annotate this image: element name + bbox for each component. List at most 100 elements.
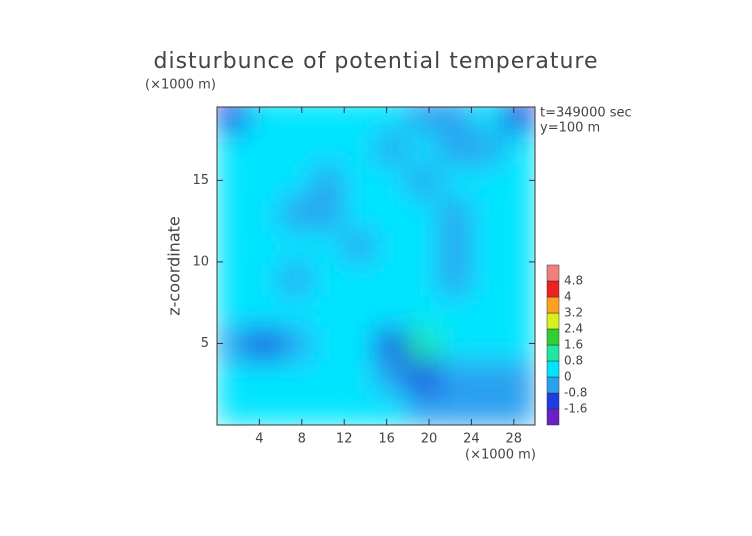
field-cell xyxy=(311,107,346,133)
plot-frame xyxy=(216,106,536,426)
colorbar-swatch xyxy=(546,328,560,346)
field-cell xyxy=(217,260,250,296)
colorbar-swatch xyxy=(546,312,560,330)
field-cell xyxy=(343,228,377,263)
field-cell xyxy=(406,163,441,198)
field-cell xyxy=(311,130,346,166)
field-cell xyxy=(438,391,473,425)
field-cell xyxy=(247,391,282,425)
field-cell xyxy=(406,130,441,166)
field-cell xyxy=(438,195,473,231)
y-tick-label: 5 xyxy=(201,336,209,351)
colorbar-swatch xyxy=(546,280,560,298)
colorbar-swatch xyxy=(546,344,560,362)
chart-title: disturbunce of potential temperature xyxy=(154,49,599,74)
field-cell xyxy=(502,391,535,425)
field-cell xyxy=(375,391,409,425)
colorbar-swatch xyxy=(546,360,560,378)
field-cell xyxy=(247,163,282,198)
field-cell xyxy=(343,163,377,198)
field-cell xyxy=(438,326,473,361)
field-cell xyxy=(311,228,346,263)
colorbar-swatch xyxy=(546,264,560,282)
field-cell xyxy=(470,195,505,231)
field-cell xyxy=(470,358,505,394)
colorbar-swatch xyxy=(546,376,560,394)
x-tick-label: 24 xyxy=(463,432,480,447)
field-cell xyxy=(247,228,282,263)
field-cell xyxy=(217,107,250,133)
field-cell xyxy=(279,130,314,166)
colorbar-label: 3.2 xyxy=(564,306,583,320)
field-cell xyxy=(502,130,535,166)
field-cell xyxy=(438,228,473,263)
colorbar: -1.6 -0.8 0 0.8 1.6 2.4 3.2 4 4.8 xyxy=(546,264,587,426)
field-cell xyxy=(247,130,282,166)
field-cell xyxy=(311,195,346,231)
field-cell xyxy=(311,391,346,425)
x-tick-label: 8 xyxy=(298,432,306,447)
field-cell xyxy=(217,293,250,329)
x-tick-label: 16 xyxy=(378,432,395,447)
field-cell xyxy=(502,195,535,231)
field-cell xyxy=(438,358,473,394)
colorbar-swatch xyxy=(546,392,560,410)
field-cell xyxy=(470,130,505,166)
field-cell xyxy=(279,326,314,361)
field-cell xyxy=(279,391,314,425)
field-cell xyxy=(470,293,505,329)
field-cell xyxy=(343,358,377,394)
field-cell xyxy=(406,358,441,394)
x-tick-label: 20 xyxy=(421,432,438,447)
field-cell xyxy=(217,228,250,263)
field-cell xyxy=(375,260,409,296)
field-cell xyxy=(438,107,473,133)
field-cell xyxy=(502,107,535,133)
field-cell xyxy=(279,260,314,296)
colorbar-label: 2.4 xyxy=(564,322,583,336)
field-cell xyxy=(470,326,505,361)
field-cell xyxy=(438,163,473,198)
x-tick-label: 12 xyxy=(336,432,353,447)
field-cell xyxy=(438,130,473,166)
x-tick-label: 4 xyxy=(255,432,263,447)
field-cell xyxy=(406,293,441,329)
field-cell xyxy=(470,107,505,133)
x-unit: (×1000 m) xyxy=(465,448,536,463)
annotation: t=349000 sec xyxy=(540,106,632,121)
field-cell xyxy=(343,260,377,296)
field-cell xyxy=(217,358,250,394)
field-cell xyxy=(406,260,441,296)
field-cell xyxy=(470,228,505,263)
colorbar-label: 0.8 xyxy=(564,354,583,368)
field-cell xyxy=(279,358,314,394)
field-cell xyxy=(279,228,314,263)
field-cell xyxy=(343,195,377,231)
colorbar-label: 0 xyxy=(564,370,572,384)
field-cell xyxy=(470,163,505,198)
field-cell xyxy=(502,260,535,296)
y-tick-label: 10 xyxy=(192,254,209,269)
field-cell xyxy=(375,228,409,263)
colorbar-label: 4.8 xyxy=(564,274,583,288)
field-cell xyxy=(311,293,346,329)
field-cell xyxy=(247,195,282,231)
field-cell xyxy=(311,326,346,361)
field-cells xyxy=(217,107,535,425)
field-cell xyxy=(470,391,505,425)
field-cell xyxy=(406,195,441,231)
field-cell xyxy=(343,391,377,425)
field-cell xyxy=(375,326,409,361)
y-unit: (×1000 m) xyxy=(145,78,216,93)
field-cell xyxy=(470,260,505,296)
field-cell xyxy=(343,326,377,361)
field-cell xyxy=(406,228,441,263)
colorbar-label: -1.6 xyxy=(564,402,587,416)
colorbar-swatch xyxy=(546,296,560,314)
field xyxy=(217,107,535,425)
y-axis-label: z-coordinate xyxy=(165,216,184,316)
field-cell xyxy=(279,107,314,133)
field-cell xyxy=(279,195,314,231)
field-cell xyxy=(502,293,535,329)
